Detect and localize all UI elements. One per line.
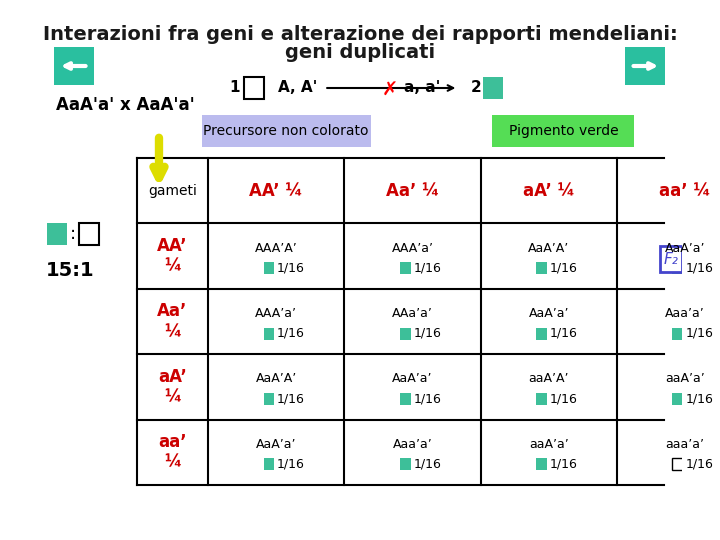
FancyBboxPatch shape [400, 262, 410, 274]
Text: 1/16: 1/16 [277, 393, 305, 406]
FancyBboxPatch shape [672, 262, 683, 274]
Text: 1/16: 1/16 [549, 458, 577, 471]
FancyBboxPatch shape [400, 327, 410, 340]
Text: AAA’A’: AAA’A’ [255, 241, 297, 254]
Text: aa’
¼: aa’ ¼ [158, 433, 186, 472]
Text: AaA'a' x AaA'a': AaA'a' x AaA'a' [56, 96, 195, 114]
Text: 1/16: 1/16 [413, 261, 441, 275]
Text: 1/16: 1/16 [413, 393, 441, 406]
FancyBboxPatch shape [626, 47, 665, 85]
Text: aaa’a’: aaa’a’ [665, 438, 704, 451]
Text: AAa’a’: AAa’a’ [392, 307, 433, 320]
Text: Precursore non colorato: Precursore non colorato [203, 124, 369, 138]
Text: aaA’a’: aaA’a’ [529, 438, 569, 451]
Text: 1/16: 1/16 [549, 327, 577, 340]
Text: Aaa’a’: Aaa’a’ [665, 307, 705, 320]
Text: 1/16: 1/16 [686, 261, 714, 275]
Text: F₂: F₂ [663, 252, 678, 267]
FancyBboxPatch shape [536, 327, 547, 340]
Text: gameti: gameti [148, 184, 197, 198]
FancyBboxPatch shape [483, 77, 503, 99]
FancyBboxPatch shape [400, 393, 410, 405]
FancyBboxPatch shape [264, 458, 274, 470]
Text: a, a': a, a' [405, 80, 441, 96]
Text: AA’ ¼: AA’ ¼ [250, 181, 303, 200]
FancyBboxPatch shape [202, 115, 371, 147]
FancyBboxPatch shape [492, 115, 634, 147]
FancyBboxPatch shape [55, 47, 94, 85]
FancyBboxPatch shape [672, 327, 683, 340]
FancyBboxPatch shape [244, 77, 264, 99]
FancyBboxPatch shape [536, 393, 547, 405]
FancyBboxPatch shape [536, 458, 547, 470]
Text: 1/16: 1/16 [686, 393, 714, 406]
FancyBboxPatch shape [536, 262, 547, 274]
Text: 1/16: 1/16 [277, 458, 305, 471]
Text: Aa’ ¼: Aa’ ¼ [386, 181, 439, 200]
Text: aaA’a’: aaA’a’ [665, 373, 705, 386]
Text: 1/16: 1/16 [549, 393, 577, 406]
Text: AaA’a’: AaA’a’ [528, 307, 569, 320]
Text: Aa’
¼: Aa’ ¼ [157, 302, 188, 341]
Text: 1/16: 1/16 [277, 327, 305, 340]
Text: AaA’A’: AaA’A’ [528, 241, 570, 254]
Text: AaA’a’: AaA’a’ [256, 438, 297, 451]
Text: AaA’A’: AaA’A’ [256, 373, 297, 386]
FancyBboxPatch shape [264, 393, 274, 405]
Text: 1/16: 1/16 [413, 458, 441, 471]
Text: aA’
¼: aA’ ¼ [158, 368, 186, 406]
Text: 1/16: 1/16 [277, 261, 305, 275]
Text: 1: 1 [230, 80, 240, 96]
Text: AAA’a’: AAA’a’ [392, 241, 433, 254]
Text: AA’
¼: AA’ ¼ [157, 237, 188, 275]
FancyBboxPatch shape [79, 223, 99, 245]
FancyBboxPatch shape [672, 393, 683, 405]
Text: aaA’A’: aaA’A’ [528, 373, 569, 386]
Text: 15:1: 15:1 [45, 260, 94, 280]
Text: 1/16: 1/16 [413, 327, 441, 340]
Text: Aaa’a’: Aaa’a’ [392, 438, 433, 451]
Text: 1/16: 1/16 [686, 327, 714, 340]
Text: :: : [70, 225, 76, 243]
FancyBboxPatch shape [264, 262, 274, 274]
Text: 1/16: 1/16 [686, 458, 714, 471]
Text: aA’ ¼: aA’ ¼ [523, 181, 575, 200]
FancyBboxPatch shape [660, 246, 682, 272]
Text: Interazioni fra geni e alterazione dei rapporti mendeliani:: Interazioni fra geni e alterazione dei r… [42, 25, 678, 44]
FancyBboxPatch shape [672, 458, 683, 470]
Text: geni duplicati: geni duplicati [285, 43, 435, 62]
Text: ✗: ✗ [382, 80, 397, 99]
Text: aa’ ¼: aa’ ¼ [660, 181, 711, 200]
Text: AaA’a’: AaA’a’ [392, 373, 433, 386]
Text: 2: 2 [471, 80, 482, 96]
Text: AaA’a’: AaA’a’ [665, 241, 705, 254]
Text: Pigmento verde: Pigmento verde [509, 124, 618, 138]
FancyBboxPatch shape [264, 327, 274, 340]
FancyBboxPatch shape [48, 223, 67, 245]
Text: AAA’a’: AAA’a’ [256, 307, 297, 320]
Text: 1/16: 1/16 [549, 261, 577, 275]
FancyBboxPatch shape [400, 458, 410, 470]
Text: A, A': A, A' [278, 80, 317, 96]
